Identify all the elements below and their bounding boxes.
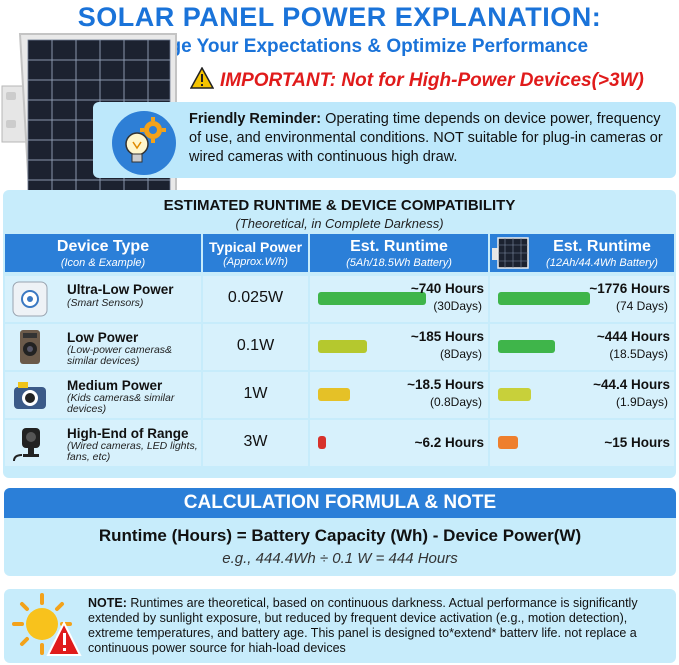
header-sub: (Icon & Example): [60, 257, 146, 269]
typical-power-value: 0.025W: [227, 289, 284, 306]
typical-power-cell: 0.1W: [203, 324, 308, 370]
runtime-bar: [318, 292, 426, 305]
header-runtime-large: Est. Runtime (12Ah/44.4Wh Battery): [490, 234, 674, 272]
note-body: Runtimes are theoretical, based on conti…: [88, 596, 638, 655]
runtime-bar: [318, 388, 350, 401]
device-type-cell: Ultra-Low Power (Smart Sensors): [5, 276, 201, 322]
typical-power-value: 1W: [243, 385, 268, 402]
device-example: (Kids cameras& similar devices): [67, 392, 175, 415]
header-title: Typical Power: [208, 239, 303, 255]
formula-section: CALCULATION FORMULA & NOTE Runtime (Hour…: [4, 488, 676, 576]
smart-sensor-icon: [12, 281, 48, 317]
runtime-hours: ~18.5 Hours: [407, 377, 484, 392]
runtime-small-cell: ~6.2 Hours: [310, 420, 488, 466]
runtime-days: (74 Days): [615, 299, 668, 313]
runtime-hours: ~1776 Hours: [589, 281, 670, 296]
reminder-body: Operating time depends on device power, …: [189, 111, 663, 165]
runtime-days: (8Days): [439, 347, 482, 361]
runtime-days: (1.9Days): [615, 395, 668, 409]
header-sub: (12Ah/44.4Wh Battery): [546, 257, 658, 269]
runtime-large-cell: ~15 Hours: [490, 420, 674, 466]
device-type-cell: Low Power (Low-power cameras& similar dev…: [5, 324, 201, 370]
table-title: ESTIMATED RUNTIME & DEVICE COMPATIBILITY: [163, 197, 516, 214]
typical-power-cell: 3W: [203, 420, 308, 466]
header-runtime-small: Est. Runtime (5Ah/18.5Wh Battery): [310, 234, 488, 272]
table-row: Low Power (Low-power cameras& similar dev…: [3, 324, 676, 370]
page-subtitle: Manage Your Expectations & Optimize Perf…: [120, 36, 589, 57]
runtime-small-cell: ~740 Hours (30Days): [310, 276, 488, 322]
note-section: NOTE: Runtimes are theoretical, based on…: [4, 589, 676, 663]
wired-camera-icon: [12, 425, 48, 462]
device-example: (Low-power cameras& similar devices): [67, 344, 173, 367]
runtime-hours: ~444 Hours: [596, 329, 670, 344]
important-warning: IMPORTANT: Not for High-Power Devices(>3…: [190, 67, 679, 92]
runtime-days: (30Days): [433, 299, 482, 313]
device-name: Low Power: [67, 330, 139, 345]
formula-example: e.g., 444.4Wh ÷ 0.1 W = 444 Hours: [222, 550, 458, 567]
note-label: NOTE:: [88, 596, 127, 610]
runtime-bar: [498, 292, 590, 305]
runtime-days: (0.8Days): [429, 395, 482, 409]
runtime-bar: [498, 340, 555, 353]
runtime-hours: ~44.4 Hours: [593, 377, 670, 392]
important-text: IMPORTANT: Not for High-Power Devices(>3…: [220, 70, 644, 91]
note-text: NOTE: Runtimes are theoretical, based on…: [88, 596, 672, 660]
runtime-large-cell: ~444 Hours (18.5Days): [490, 324, 674, 370]
typical-power-cell: 0.025W: [203, 276, 308, 322]
runtime-large-cell: ~44.4 Hours (1.9Days): [490, 372, 674, 418]
runtime-hours: ~6.2 Hours: [414, 435, 484, 450]
solar-panel-icon: [492, 237, 529, 269]
formula-text: Runtime (Hours) = Battery Capacity (Wh) …: [98, 526, 582, 545]
reminder-text: Friendly Reminder: Operating time depend…: [189, 110, 671, 167]
table-row: High-End of Range (Wired cameras, LED lig…: [3, 420, 676, 466]
header-title: Est. Runtime: [553, 238, 651, 255]
table-row: Ultra-Low Power (Smart Sensors) 0.025W ~740…: [3, 276, 676, 322]
table-subtitle: (Theoretical, in Complete Darkness): [235, 216, 444, 231]
formula-heading: CALCULATION FORMULA & NOTE: [4, 488, 676, 518]
runtime-hours: ~185 Hours: [410, 329, 484, 344]
header-device-type: Device Type (Icon & Example): [5, 234, 201, 272]
sun-warning-icon: [12, 593, 82, 656]
device-name: High-End of Range: [67, 426, 189, 441]
runtime-days: (18.5Days): [609, 347, 668, 361]
header-title: Est. Runtime: [350, 238, 448, 255]
typical-power-value: 3W: [243, 433, 268, 450]
device-example: (Wired cameras, LED lights, fans, etc): [67, 440, 198, 463]
device-name: Medium Power: [67, 378, 163, 393]
lightbulb-gear-icon: [112, 111, 176, 175]
runtime-table: ESTIMATED RUNTIME & DEVICE COMPATIBILITY…: [3, 190, 676, 478]
typical-power-value: 0.1W: [236, 337, 275, 354]
runtime-hours: ~740 Hours: [410, 281, 484, 296]
runtime-large-cell: ~1776 Hours (74 Days): [490, 276, 674, 322]
runtime-bar: [318, 436, 326, 449]
header-sub: (5Ah/18.5Wh Battery): [346, 257, 452, 269]
header-typical-power: Typical Power (Approx.W/h): [203, 234, 308, 272]
runtime-bar: [498, 436, 518, 449]
table-row: Medium Power (Kids cameras& similar devic…: [3, 372, 676, 418]
typical-power-cell: 1W: [203, 372, 308, 418]
runtime-small-cell: ~185 Hours (8Days): [310, 324, 488, 370]
page-title: SOLAR PANEL POWER EXPLANATION:: [77, 2, 602, 32]
device-name: Ultra-Low Power: [67, 282, 174, 297]
kids-camera-icon: [12, 377, 48, 413]
device-type-cell: Medium Power (Kids cameras& similar devic…: [5, 372, 201, 418]
header-title: Device Type: [56, 238, 150, 255]
runtime-bar: [498, 388, 531, 401]
device-type-cell: High-End of Range (Wired cameras, LED lig…: [5, 420, 201, 466]
reminder-label: Friendly Reminder:: [189, 111, 322, 127]
runtime-hours: ~15 Hours: [604, 435, 670, 450]
runtime-bar: [318, 340, 367, 353]
security-camera-icon: [12, 329, 48, 365]
friendly-reminder: Friendly Reminder: Operating time depend…: [93, 102, 676, 178]
runtime-small-cell: ~18.5 Hours (0.8Days): [310, 372, 488, 418]
warning-icon: [190, 67, 214, 89]
device-example: (Smart Sensors): [67, 297, 144, 309]
header-sub: (Approx.W/h): [223, 256, 288, 268]
